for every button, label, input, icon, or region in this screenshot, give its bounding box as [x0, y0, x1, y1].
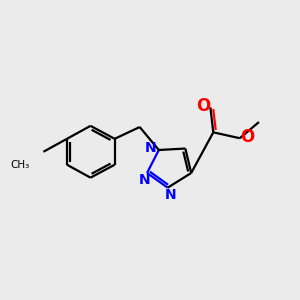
Text: CH₃: CH₃ [11, 160, 30, 170]
Text: N: N [165, 188, 176, 202]
Text: N: N [139, 173, 151, 187]
Text: O: O [240, 128, 254, 146]
Text: N: N [145, 141, 156, 154]
Text: O: O [196, 97, 210, 115]
